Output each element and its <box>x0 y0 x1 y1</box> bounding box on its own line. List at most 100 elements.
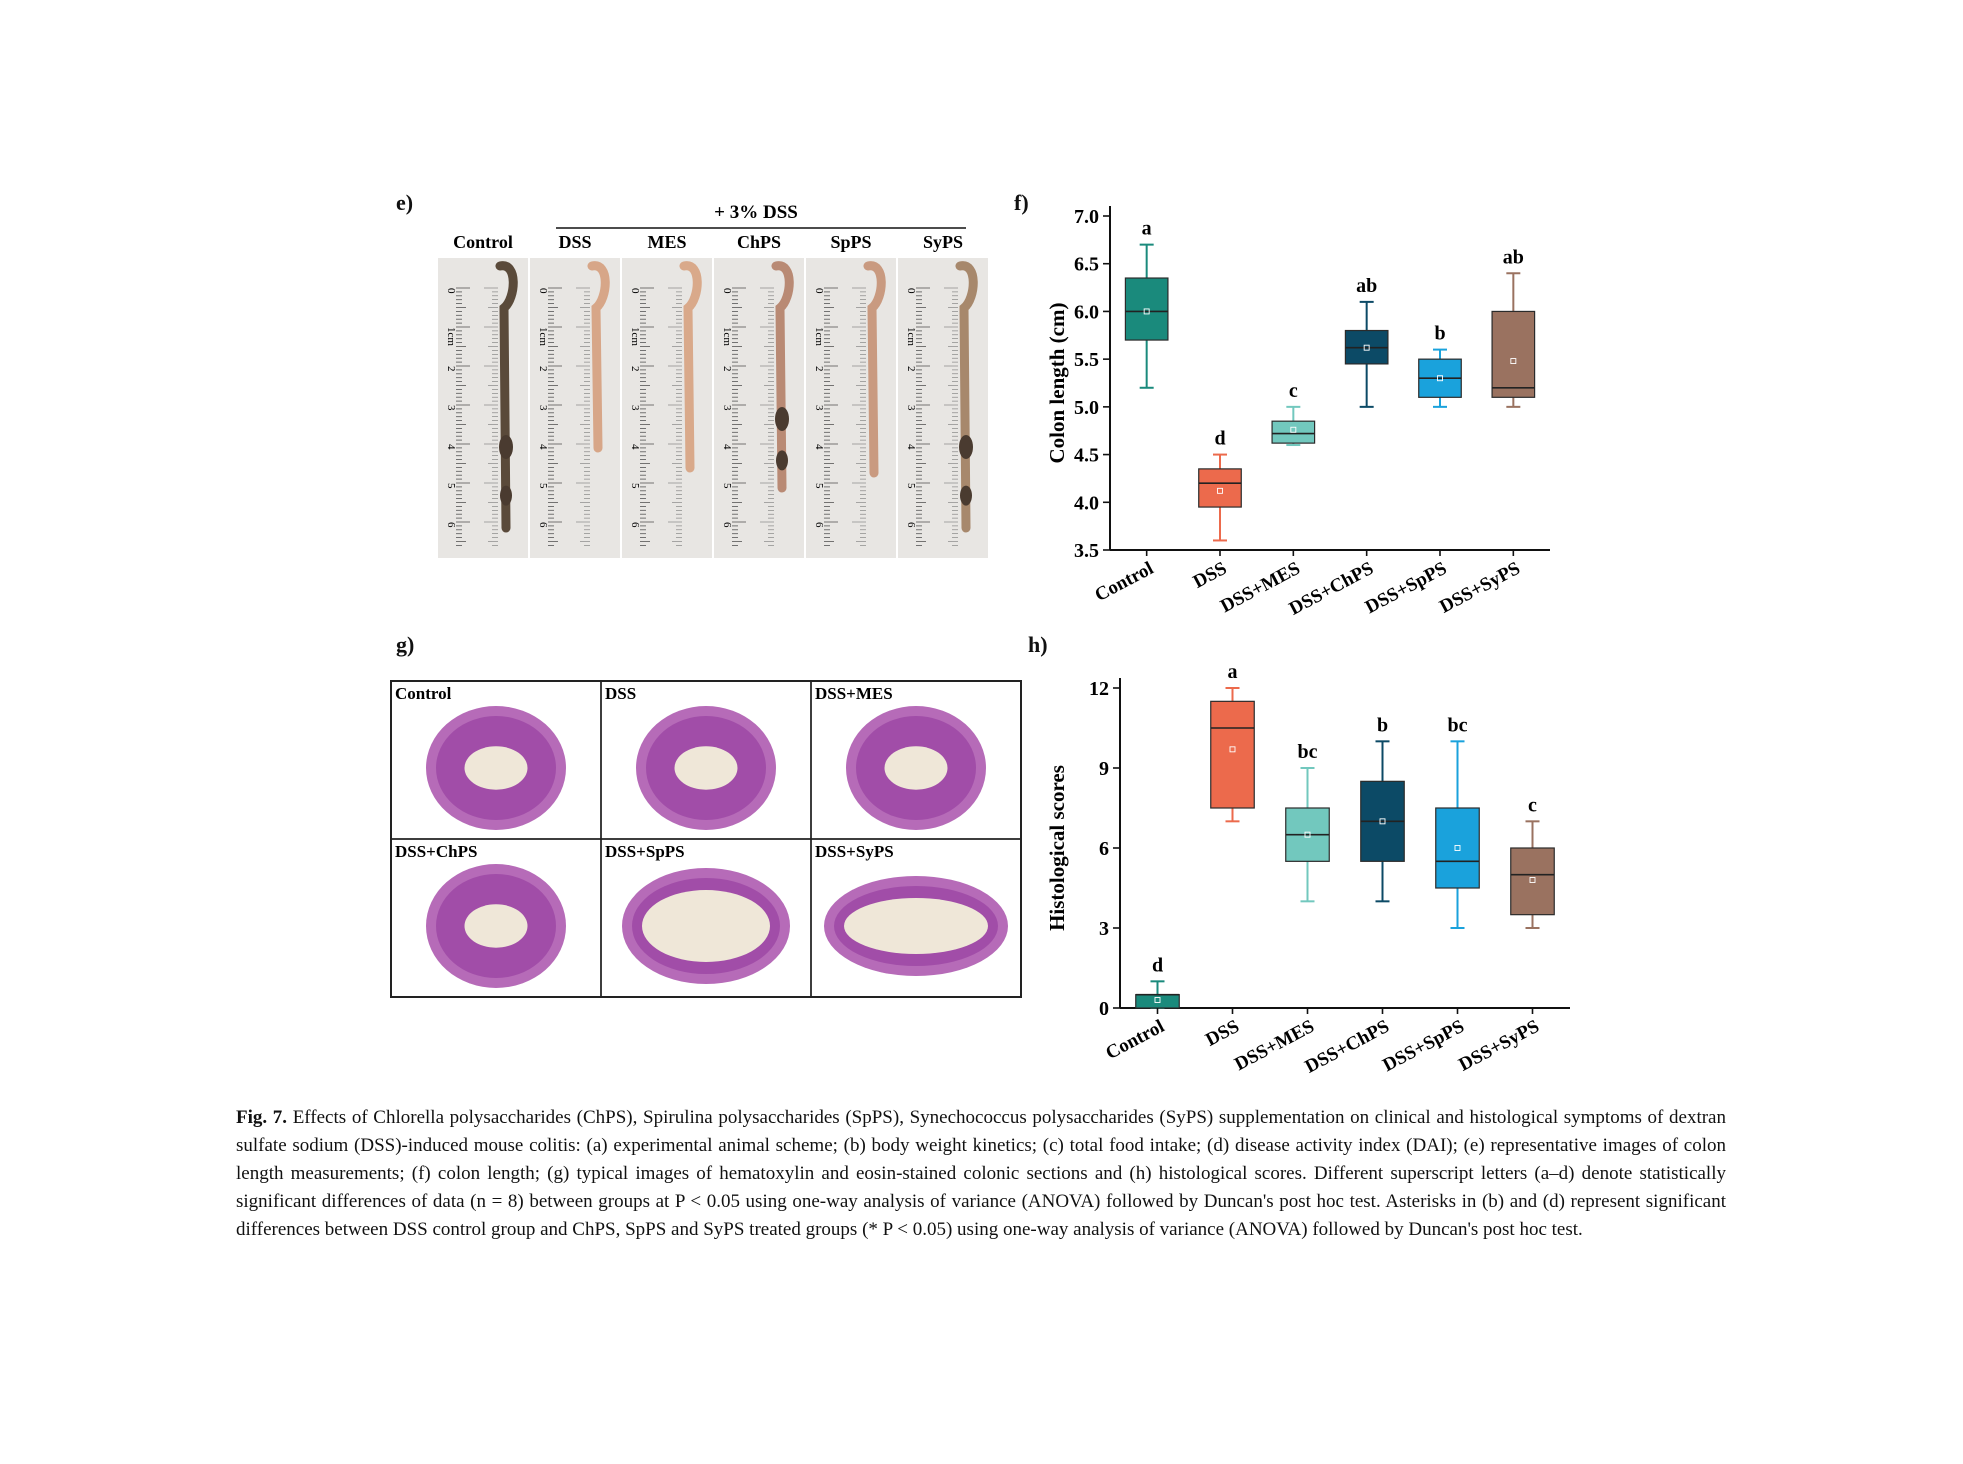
colon-photo-panel: + 3% DSS Control 0 1cm 2 3 4 5 6 DSS 0 1cm 2 3 4 5 6 MES… <box>438 202 988 558</box>
significance-letter: bc <box>1298 741 1318 763</box>
box-dss-syps <box>1491 310 1536 398</box>
histology-label: DSS+SyPS <box>815 842 894 861</box>
ruler-number: 2 <box>813 366 825 372</box>
x-tick-label: DSS <box>1202 1016 1243 1051</box>
ruler-number: 5 <box>537 483 549 489</box>
significance-letter: a <box>1228 661 1238 683</box>
ruler-number: 3 <box>445 405 457 411</box>
ruler-number: 1cm <box>445 327 457 346</box>
significance-letter: b <box>1434 323 1445 345</box>
significance-letter: a <box>1142 218 1152 240</box>
ruler-number: 6 <box>905 522 917 528</box>
y-tick-label: 0 <box>1099 998 1109 1020</box>
ruler-number: 0 <box>629 288 641 294</box>
ruler-number: 4 <box>721 444 733 450</box>
ruler-number: 3 <box>537 405 549 411</box>
x-tick-label: DSS <box>1190 558 1231 593</box>
ruler-photo-dss <box>530 258 620 558</box>
mean-marker <box>1304 831 1311 838</box>
ruler-number: 0 <box>445 288 457 294</box>
histology-grid: Control DSS DSS+MES DSS+ChPS DSS+SpPS DSS+SyP… <box>390 680 1022 998</box>
ruler-number: 3 <box>813 405 825 411</box>
ruler-number: 5 <box>905 483 917 489</box>
ruler-number: 4 <box>537 444 549 450</box>
ruler-number: 5 <box>445 483 457 489</box>
ruler-number: 6 <box>813 522 825 528</box>
ruler-photo-syps <box>898 258 988 558</box>
x-tick-label: DSS+SyPS <box>1455 1016 1542 1076</box>
ruler-number: 3 <box>629 405 641 411</box>
colon-fecal-pellet <box>775 407 789 431</box>
ruler-number: 0 <box>537 288 549 294</box>
mean-marker <box>1454 845 1461 851</box>
ruler-number: 2 <box>629 366 641 372</box>
mean-marker <box>1154 997 1161 1003</box>
group-label-chps: ChPS <box>737 232 781 252</box>
tissue-lumen <box>674 746 738 790</box>
box-control <box>1135 994 1180 1009</box>
figure-caption: Fig. 7. Effects of Chlorella polysacchar… <box>236 1104 1726 1244</box>
y-tick-label: 6 <box>1099 838 1109 860</box>
group-label-spps: SpPS <box>830 232 871 252</box>
colon-fecal-pellet <box>960 485 972 506</box>
significance-letter: bc <box>1448 714 1468 736</box>
significance-letter: d <box>1214 428 1225 450</box>
ruler-photo-spps <box>806 258 896 558</box>
panel-letter-f: f) <box>1014 190 1029 215</box>
ruler-number: 0 <box>905 288 917 294</box>
mean-marker <box>1379 818 1386 825</box>
panel-letter-e: e) <box>396 190 414 215</box>
tissue-lumen <box>884 746 948 790</box>
ruler-number: 5 <box>813 483 825 489</box>
mean-marker <box>1529 877 1536 883</box>
y-tick-label: 4.0 <box>1074 492 1099 514</box>
ruler-number: 6 <box>445 522 457 528</box>
y-tick-label: 6.0 <box>1074 301 1099 323</box>
ruler-number: 1cm <box>813 327 825 346</box>
ruler-number: 1cm <box>629 327 641 346</box>
histology-label: DSS+SpPS <box>605 842 685 861</box>
mean-marker <box>1510 358 1517 365</box>
ruler-number: 0 <box>721 288 733 294</box>
ruler-number: 2 <box>445 366 457 372</box>
y-tick-label: 6.5 <box>1074 254 1099 276</box>
group-label-syps: SyPS <box>923 232 963 252</box>
ruler-number: 1cm <box>537 327 549 346</box>
tissue-lumen <box>464 746 528 790</box>
mean-marker <box>1143 308 1150 315</box>
tissue-lumen <box>642 890 770 962</box>
ruler-number: 5 <box>721 483 733 489</box>
group-label-control: Control <box>453 232 513 252</box>
y-tick-label: 3 <box>1099 918 1109 940</box>
group-label-mes: MES <box>647 232 686 252</box>
x-tick-label: Control <box>1092 558 1157 606</box>
ruler-number: 4 <box>813 444 825 450</box>
ruler-photo-control <box>438 258 528 558</box>
colon-specimen <box>863 261 886 478</box>
x-tick-label: DSS+SpPS <box>1379 1016 1467 1076</box>
mean-marker <box>1290 426 1297 433</box>
ruler-number: 2 <box>537 366 549 372</box>
colon-fecal-pellet <box>776 450 788 471</box>
y-tick-label: 9 <box>1099 758 1109 780</box>
y-tick-label: 7.0 <box>1074 206 1099 228</box>
group-label-dss: DSS <box>558 232 591 252</box>
ruler-number: 2 <box>721 366 733 372</box>
tissue-lumen <box>464 904 528 948</box>
ruler-number: 1cm <box>905 327 917 346</box>
ruler-number: 6 <box>629 522 641 528</box>
ruler-number: 5 <box>629 483 641 489</box>
colon-specimen <box>955 261 978 533</box>
colon-fecal-pellet <box>499 435 513 459</box>
caption-label: Fig. 7. <box>236 1107 288 1128</box>
colon-specimen <box>587 261 610 453</box>
x-tick-label: Control <box>1102 1016 1167 1064</box>
ruler-number: 6 <box>537 522 549 528</box>
panel-letter-h: h) <box>1028 632 1048 657</box>
colon-specimen <box>495 261 518 533</box>
histology-label: DSS+ChPS <box>395 842 477 861</box>
histology-label: DSS+MES <box>815 684 893 703</box>
histology-cell <box>810 838 1022 998</box>
y-tick-label: 3.5 <box>1074 540 1099 562</box>
